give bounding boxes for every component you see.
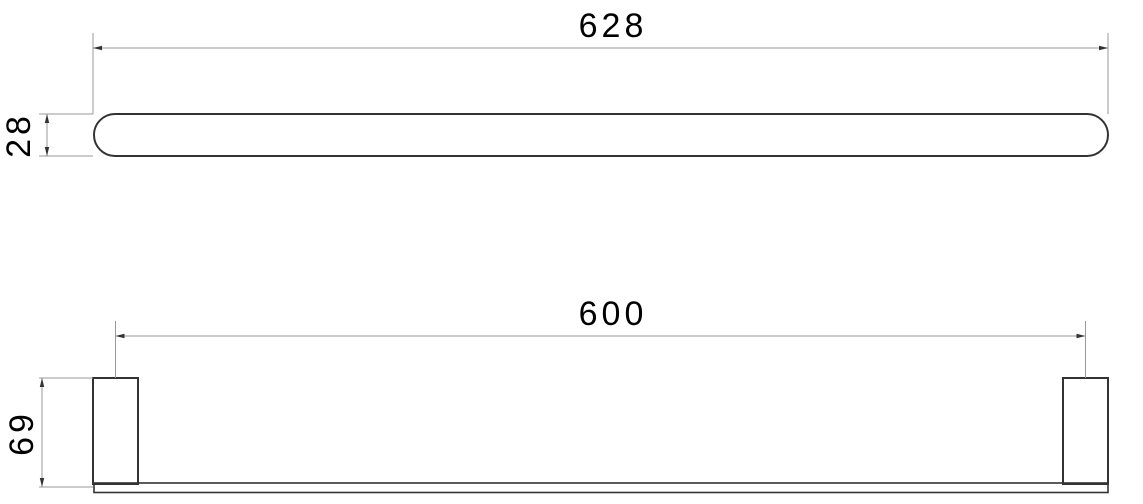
- svg-text:69: 69: [3, 410, 41, 456]
- svg-text:600: 600: [579, 295, 648, 333]
- svg-text:28: 28: [0, 112, 38, 158]
- svg-text:628: 628: [579, 7, 648, 45]
